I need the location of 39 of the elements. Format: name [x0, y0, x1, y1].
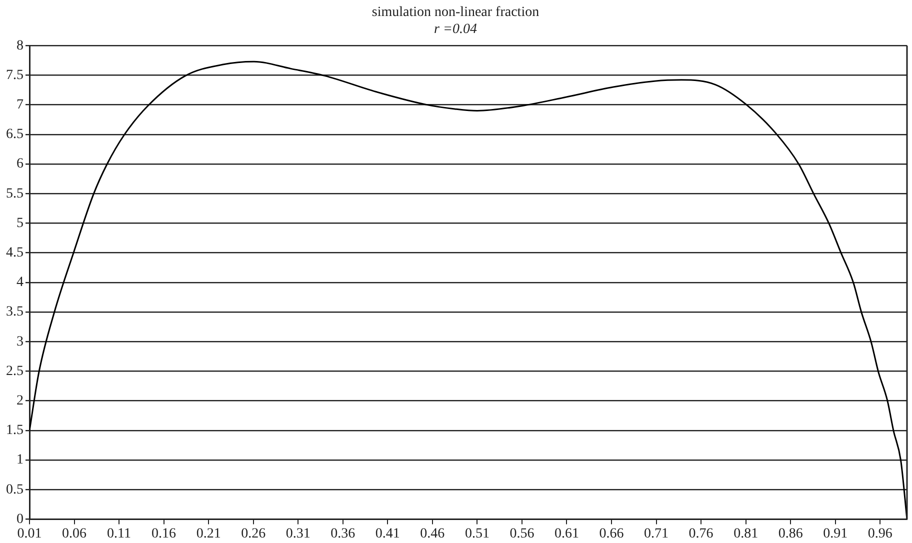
y-tick-label: 8 — [16, 38, 24, 54]
x-tick-label: 0.01 — [17, 526, 42, 542]
y-tick-label: 4.5 — [6, 245, 24, 260]
y-tick-label: 0.5 — [6, 482, 24, 498]
y-tick-label: 6 — [16, 156, 24, 172]
x-tick-label: 0.91 — [823, 526, 848, 542]
y-tick-label: 7.5 — [6, 68, 24, 83]
x-tick-label: 0.76 — [688, 526, 714, 542]
y-tick-label: 4 — [16, 275, 24, 290]
y-tick-label: 3.5 — [6, 304, 24, 320]
y-tick-label: 3 — [16, 334, 24, 350]
y-tick-label: 5 — [16, 216, 24, 231]
y-tick-label: 7 — [16, 97, 24, 112]
x-tick-label: 0.06 — [62, 526, 87, 542]
x-tick-label: 0.31 — [286, 526, 310, 542]
x-tick-label: 0.11 — [107, 526, 132, 542]
x-tick-label: 0.96 — [868, 526, 892, 542]
x-tick-label: 0.51 — [464, 526, 490, 542]
x-tick-label: 0.46 — [420, 526, 445, 542]
x-tick-label: 0.21 — [196, 526, 221, 542]
x-tick-label: 0.56 — [510, 526, 534, 542]
y-tick-label: 6.5 — [6, 127, 24, 142]
x-tick-label: 0.61 — [554, 526, 579, 542]
y-tick-label: 1 — [16, 452, 24, 468]
chart-subtitle: r =0.04 — [434, 22, 477, 37]
x-tick-label: 0.26 — [241, 526, 266, 542]
x-tick-label: 0.41 — [375, 526, 400, 542]
x-tick-label: 0.81 — [734, 526, 758, 542]
x-tick-label: 0.86 — [778, 526, 803, 542]
y-tick-label: 2 — [16, 393, 24, 408]
chart-title: simulation non-linear fraction — [372, 5, 540, 20]
x-tick-label: 0.71 — [644, 526, 669, 542]
y-tick-label: 1.5 — [6, 423, 24, 438]
y-tick-label: 2.5 — [6, 364, 24, 379]
y-tick-label: 5.5 — [6, 186, 24, 202]
y-tick-label: 0 — [16, 512, 24, 527]
x-tick-label: 0.66 — [599, 526, 624, 542]
x-tick-label: 0.36 — [330, 526, 356, 542]
x-tick-label: 0.16 — [152, 526, 176, 542]
